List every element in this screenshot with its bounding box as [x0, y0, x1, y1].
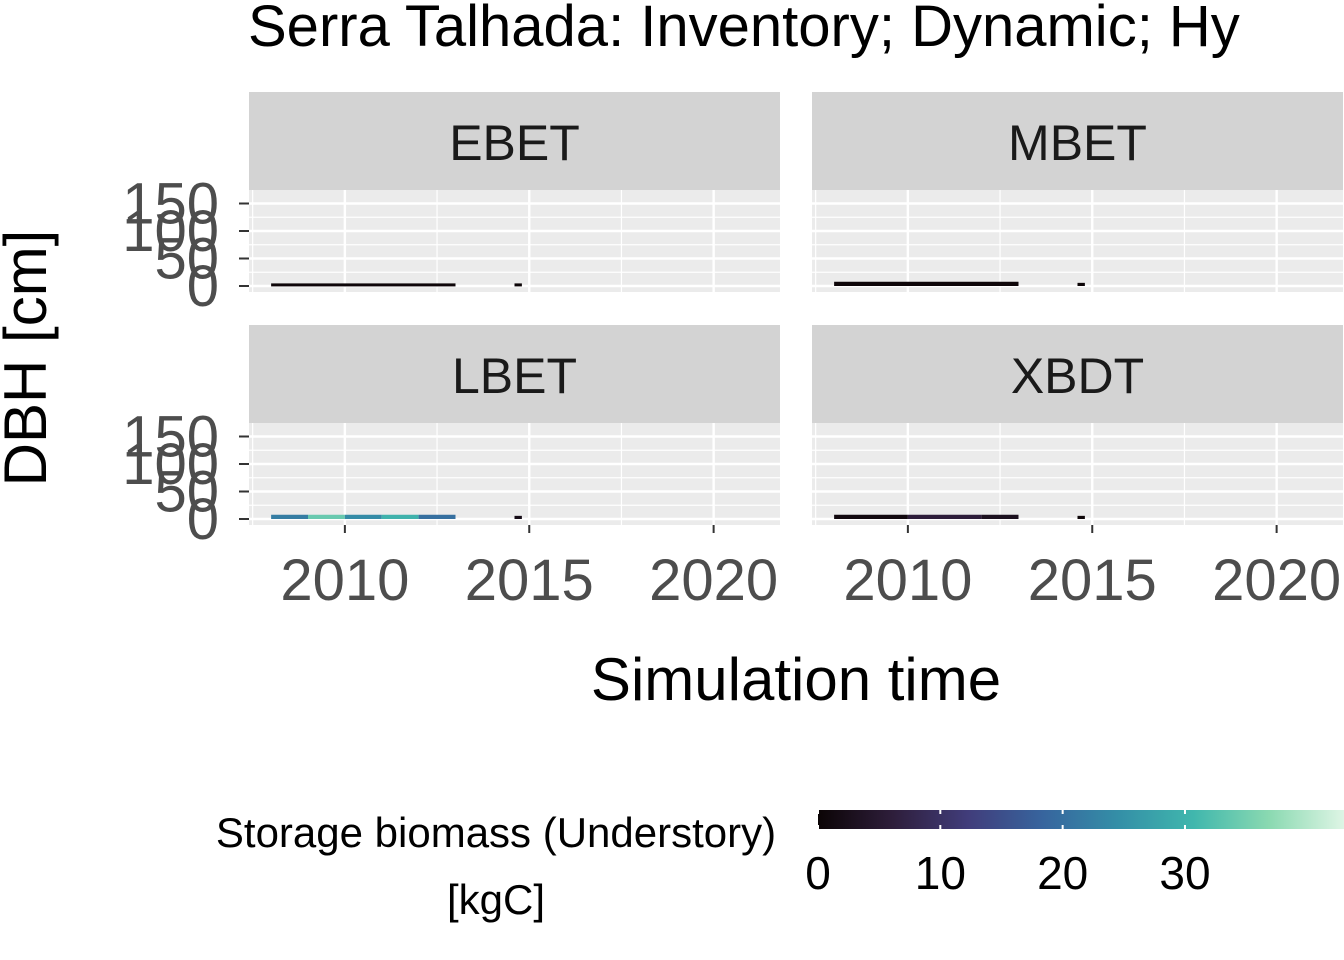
- legend-title-line2: [kgC]: [447, 876, 545, 923]
- heatmap-cell: [981, 514, 1019, 519]
- x-tick-label: 2020: [1212, 548, 1341, 613]
- heatmap-cell: [418, 514, 456, 519]
- colorbar-tick-label: 20: [1037, 847, 1088, 899]
- heatmap-cell: [834, 514, 908, 519]
- y-tick-label: 50: [154, 227, 219, 292]
- panel-background: [812, 423, 1343, 525]
- colorbar-legend: Storage biomass (Understory) [kgC] 0 10 20…: [216, 809, 1344, 923]
- heatmap-cell: [1077, 515, 1085, 519]
- heatmap-cell: [514, 515, 522, 519]
- x-tick-label: 2015: [465, 548, 594, 613]
- y-tick-label: 150: [122, 405, 219, 470]
- y-axis-title: DBH [cm]: [0, 230, 59, 487]
- y-tick-label: 150: [122, 172, 219, 237]
- heatmap-cell: [907, 514, 982, 519]
- strip-label: XBDT: [1011, 348, 1144, 404]
- strip-label: EBET: [449, 115, 580, 171]
- strip-background: [812, 92, 1343, 190]
- strip-label: MBET: [1008, 115, 1147, 171]
- panel-background: [249, 423, 780, 525]
- y-tick-label: 100: [122, 432, 219, 497]
- heatmap-cell: [381, 514, 419, 519]
- x-tick-label: 2015: [1028, 548, 1157, 613]
- y-tick-label: 100: [122, 199, 219, 264]
- heatmap-cell: [344, 514, 382, 519]
- legend-title-line1: Storage biomass (Understory): [216, 809, 776, 856]
- x-tick-label: 2020: [649, 548, 778, 613]
- heatmap-cell: [834, 281, 1019, 286]
- strip-background: [812, 325, 1343, 423]
- panel-background: [249, 190, 780, 292]
- panel-mbet: MBET: [812, 92, 1343, 292]
- panel-background: [812, 190, 1343, 292]
- heatmap-cell: [271, 514, 308, 519]
- strip-background: [249, 325, 780, 423]
- colorbar-tick-label: 30: [1159, 847, 1210, 899]
- heatmap-cell: [1077, 282, 1085, 286]
- colorbar-tick-label: 0: [805, 847, 831, 899]
- heatmap-cell: [514, 283, 522, 287]
- chart-title: Serra Talhada: Inventory; Dynamic; Hy: [248, 0, 1240, 59]
- x-axis-title: Simulation time: [591, 646, 1001, 713]
- y-tick-label: 0: [187, 254, 219, 319]
- strip-background: [249, 92, 780, 190]
- y-tick-label: 50: [154, 460, 219, 525]
- colorbar-ticks: 0 10 20 30: [805, 810, 1211, 899]
- colorbar: [818, 810, 1344, 829]
- x-tick-label: 2010: [280, 548, 409, 613]
- strip-label: LBET: [452, 348, 577, 404]
- y-tick-label: 0: [187, 487, 219, 552]
- colorbar-tick-label: 10: [915, 847, 966, 899]
- x-tick-label: 2010: [843, 548, 972, 613]
- heatmap-cell: [308, 514, 345, 519]
- heatmap-cell: [271, 283, 456, 287]
- panel-xbdt: XBDT 2010 2015 2020: [812, 325, 1343, 613]
